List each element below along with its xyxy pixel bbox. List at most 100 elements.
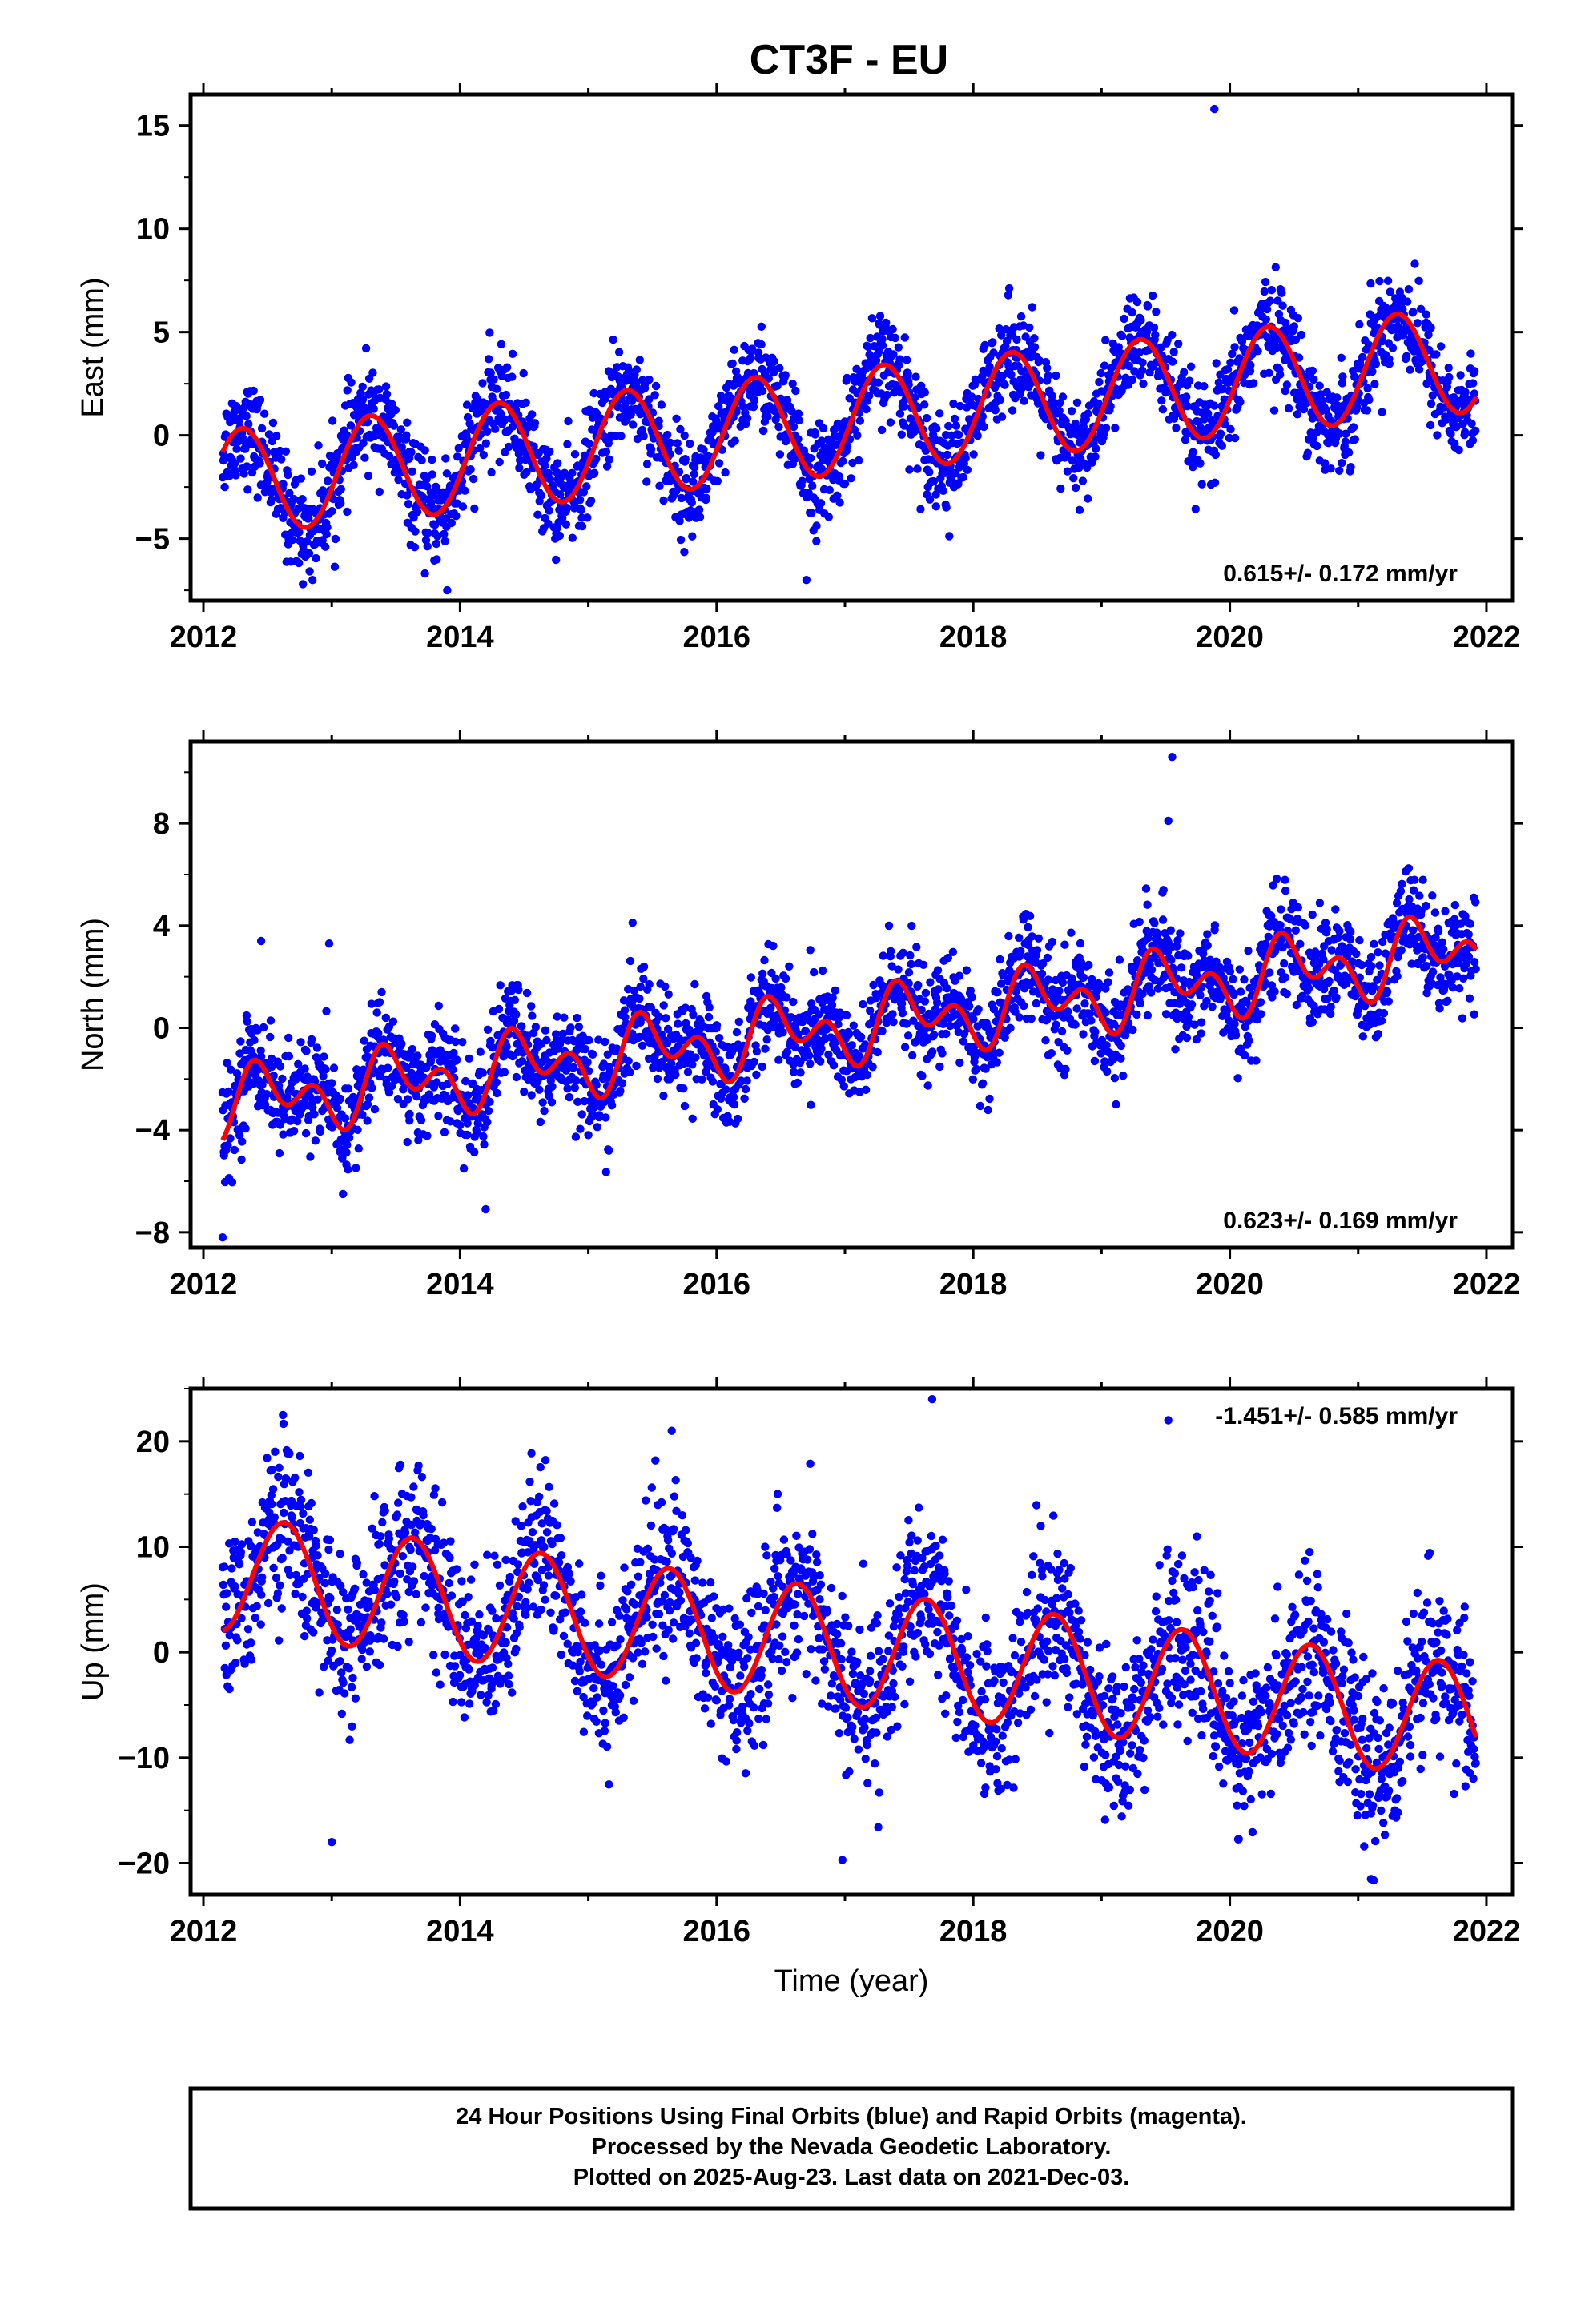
data-point	[645, 395, 654, 404]
data-point	[1338, 379, 1347, 388]
data-point	[878, 341, 887, 350]
data-point	[312, 553, 320, 563]
data-point	[239, 404, 248, 413]
data-point	[408, 1044, 417, 1054]
data-point	[1362, 406, 1372, 415]
data-point	[1237, 337, 1247, 346]
data-point	[301, 1128, 311, 1138]
data-point	[1291, 926, 1301, 935]
data-point	[1235, 965, 1245, 974]
data-point	[825, 485, 835, 494]
data-point	[1330, 986, 1338, 995]
data-point	[370, 1104, 380, 1114]
data-point	[1076, 939, 1085, 948]
data-point	[1346, 463, 1355, 472]
data-point	[404, 500, 413, 509]
data-point	[959, 472, 968, 482]
data-point	[1063, 1046, 1072, 1055]
data-point	[746, 353, 755, 362]
data-point	[722, 1085, 730, 1094]
data-point	[904, 979, 913, 988]
data-point	[1216, 370, 1225, 379]
data-point	[1136, 316, 1145, 324]
data-point	[1181, 436, 1190, 444]
data-point	[1054, 1038, 1063, 1047]
data-point	[844, 1030, 854, 1039]
data-point	[560, 1013, 569, 1022]
data-point	[869, 980, 878, 990]
data-point	[1276, 370, 1285, 379]
data-point	[690, 463, 699, 472]
data-point	[714, 402, 723, 411]
data-point	[898, 1009, 907, 1018]
data-point	[1240, 975, 1249, 984]
data-point	[1028, 932, 1036, 941]
data-point	[1253, 347, 1262, 356]
data-point	[760, 955, 769, 965]
data-point	[485, 328, 494, 337]
data-point	[632, 1061, 641, 1071]
data-point	[919, 960, 928, 970]
data-point	[620, 1006, 630, 1015]
data-point	[1203, 941, 1212, 950]
data-point	[1121, 373, 1130, 382]
data-point	[1293, 410, 1302, 419]
x-tick-label: 2016	[683, 621, 751, 654]
data-point	[1182, 1033, 1192, 1043]
data-point	[988, 338, 997, 347]
data-point	[835, 472, 844, 481]
data-point	[927, 1047, 937, 1056]
data-point	[889, 350, 898, 359]
data-point	[423, 1132, 432, 1140]
data-point	[603, 1050, 612, 1059]
data-point	[1171, 1045, 1180, 1054]
data-point	[920, 400, 929, 409]
data-point	[1186, 362, 1196, 371]
data-point	[991, 406, 1000, 415]
data-point	[576, 1124, 585, 1133]
data-point	[1096, 368, 1105, 378]
data-point	[377, 987, 386, 997]
data-point	[1004, 291, 1013, 300]
data-point	[1296, 939, 1305, 949]
data-point	[1341, 437, 1350, 446]
data-point	[489, 375, 498, 384]
data-point	[663, 430, 672, 440]
data-point	[763, 412, 772, 421]
data-point	[981, 1064, 990, 1073]
data-point	[465, 1054, 473, 1063]
data-point	[449, 1048, 458, 1058]
data-point	[547, 1098, 557, 1107]
data-point	[621, 400, 630, 408]
data-point	[1413, 319, 1422, 328]
data-point	[923, 1081, 932, 1090]
data-point	[231, 471, 240, 480]
data-point	[553, 459, 562, 468]
data-point	[897, 999, 907, 1008]
data-point	[601, 447, 611, 456]
data-point	[339, 1189, 348, 1199]
data-point	[1217, 441, 1227, 450]
data-point	[232, 402, 241, 411]
data-point	[1246, 360, 1255, 370]
data-point	[619, 996, 629, 1005]
data-point	[649, 1063, 658, 1072]
data-point	[384, 1063, 392, 1072]
data-point	[863, 1070, 872, 1080]
data-point	[317, 459, 327, 468]
data-point	[1182, 392, 1191, 401]
data-point	[903, 369, 912, 378]
data-point	[1267, 286, 1277, 295]
data-point	[1128, 376, 1137, 384]
data-point	[946, 1021, 955, 1031]
data-point	[485, 1097, 494, 1107]
data-point	[798, 476, 807, 485]
data-point	[491, 424, 500, 433]
x-tick-label: 2020	[1196, 621, 1264, 654]
data-point	[747, 344, 757, 353]
data-point	[1095, 377, 1104, 387]
data-point	[1460, 428, 1470, 436]
data-point	[420, 569, 429, 578]
data-point	[900, 1043, 910, 1051]
data-point	[500, 416, 509, 424]
